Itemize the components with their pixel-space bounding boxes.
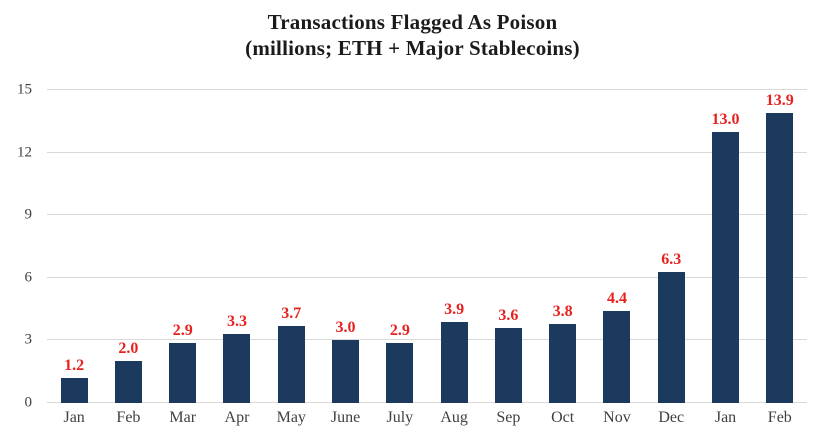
x-tick-label: Jan <box>714 409 737 426</box>
gridline <box>47 402 807 403</box>
bar-slot: 4.4 <box>590 90 644 403</box>
x-tick-label: Feb <box>116 409 141 426</box>
y-tick-label: 3 <box>24 331 33 348</box>
bar-value-label: 13.0 <box>711 110 740 128</box>
bar-slot: 3.9 <box>427 90 481 403</box>
bar-value-label: 3.0 <box>335 319 356 337</box>
bar-value-label: 3.8 <box>552 302 573 320</box>
bar <box>657 271 685 403</box>
x-tick-label: Dec <box>658 409 685 426</box>
x-tick-label: Feb <box>767 409 792 426</box>
bar-value-label: 1.2 <box>64 356 85 374</box>
bar-value-label: 2.0 <box>118 340 139 358</box>
bar <box>494 327 522 403</box>
bar-slot: 1.2 <box>47 90 101 403</box>
x-tick-label: June <box>330 409 361 426</box>
bar-slot: 2.9 <box>373 90 427 403</box>
chart-title-block: Transactions Flagged As Poison (millions… <box>0 10 825 61</box>
bar-slot: 13.9 <box>753 90 807 403</box>
gridline <box>47 151 807 153</box>
bar-slot: 3.3 <box>210 90 264 403</box>
bar <box>766 112 794 403</box>
bar-value-label: 3.7 <box>281 304 302 322</box>
bar <box>277 325 305 403</box>
bar-value-label: 2.9 <box>172 321 193 339</box>
gridline <box>47 214 807 216</box>
y-axis: 0 3 6 9 12 15 <box>0 82 33 411</box>
gridline <box>47 276 807 278</box>
bar-slot: 6.3 <box>644 90 698 403</box>
bar-value-label: 2.9 <box>389 321 410 339</box>
bar-value-label: 4.4 <box>606 290 627 308</box>
bar-slot: 2.0 <box>101 90 155 403</box>
y-tick-label: 12 <box>17 144 32 161</box>
bar <box>332 340 360 403</box>
x-tick-label: Mar <box>169 409 197 426</box>
bar <box>114 361 142 403</box>
bar-slot: 13.0 <box>698 90 752 403</box>
bar <box>223 334 251 403</box>
x-tick-label: Nov <box>603 409 631 426</box>
bar <box>386 342 414 403</box>
x-tick-label: July <box>386 409 414 426</box>
bar <box>712 131 740 403</box>
plot-area: 1.2 2.0 2.9 3.3 3.7 3.0 2.9 3.9 3.6 3.8 4.4 6.3 13.0… <box>47 89 807 403</box>
x-axis: Jan Feb Mar Apr May June July Aug Sep Oct Nov Dec Ja… <box>47 409 807 427</box>
bar-slot: 3.7 <box>264 90 318 403</box>
bar <box>603 311 631 403</box>
gridline <box>47 89 807 90</box>
x-tick-label: Sep <box>496 409 521 426</box>
bar-slot: 3.0 <box>318 90 372 403</box>
bar <box>169 342 197 403</box>
bars-container: 1.2 2.0 2.9 3.3 3.7 3.0 2.9 3.9 3.6 3.8 4.4 6.3 13.0… <box>47 90 807 403</box>
chart-subtitle: (millions; ETH + Major Stablecoins) <box>245 35 580 60</box>
bar-slot: 3.8 <box>536 90 590 403</box>
x-tick-label: May <box>276 409 306 426</box>
bar <box>440 321 468 403</box>
y-tick-label: 9 <box>24 206 33 223</box>
x-tick-label: Aug <box>440 409 468 426</box>
bar-value-label: 3.3 <box>226 313 247 331</box>
bar <box>60 377 88 403</box>
x-tick-label: Oct <box>551 409 575 426</box>
y-tick-label: 6 <box>24 269 33 286</box>
chart-title: Transactions Flagged As Poison <box>267 10 558 34</box>
bar <box>549 323 577 403</box>
x-tick-label: Apr <box>224 409 250 426</box>
bar-slot: 2.9 <box>156 90 210 403</box>
y-tick-label: 15 <box>17 81 32 98</box>
bar-value-label: 6.3 <box>661 250 682 268</box>
x-tick-label: Jan <box>63 409 85 426</box>
bar-value-label: 3.6 <box>498 306 519 324</box>
gridline <box>47 339 807 341</box>
bar-value-label: 3.9 <box>444 300 465 318</box>
bar-slot: 3.6 <box>481 90 535 403</box>
bar-value-label: 13.9 <box>765 91 794 109</box>
y-tick-label: 0 <box>24 394 33 411</box>
